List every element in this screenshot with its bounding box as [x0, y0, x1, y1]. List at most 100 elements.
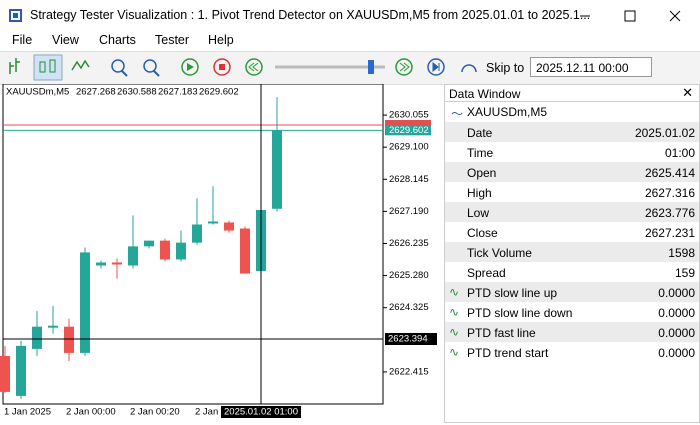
- row-label: Date: [467, 126, 493, 140]
- candle-body: [64, 326, 74, 353]
- y-tick-label: 2625.280: [389, 270, 429, 281]
- window-title: Strategy Tester Visualization : 1. Pivot…: [30, 8, 591, 22]
- chart-symbol: XAUUSDm,M5: [6, 87, 69, 98]
- toolbar-icons[interactable]: [0, 52, 520, 83]
- y-tick-label: 2622.415: [389, 366, 429, 377]
- menu-item[interactable]: Charts: [99, 33, 136, 47]
- bid-label-bg: [385, 125, 431, 136]
- menu-item[interactable]: File: [12, 33, 33, 47]
- crosshair-time-bg: [221, 406, 301, 418]
- data-row: ∿ PTD slow line up 0.0000: [445, 282, 699, 302]
- app-icon: [9, 9, 22, 22]
- row-label: PTD trend start: [467, 346, 549, 360]
- data-row: Time 01:00: [445, 142, 699, 162]
- y-tick-label: 2627.190: [389, 206, 429, 217]
- candle-body: [176, 242, 186, 260]
- x-tick-label: 1 Jan 2025: [4, 407, 51, 418]
- data-row: Close 2627.231: [445, 222, 699, 242]
- skip-label: Skip to: [486, 61, 525, 75]
- row-label: Time: [467, 146, 494, 160]
- candle-body: [160, 240, 170, 260]
- row-value: 01:00: [664, 146, 695, 160]
- menu-bar: File View Charts Tester Help: [0, 30, 700, 50]
- header-open: 2627.268: [76, 87, 116, 98]
- data-row: Low 2623.776: [445, 202, 699, 222]
- data-row: Spread 159: [445, 262, 699, 282]
- row-label: Close: [467, 226, 498, 240]
- row-value: 159: [674, 266, 695, 280]
- title-bar: Strategy Tester Visualization : 1. Pivot…: [0, 0, 700, 32]
- y-tick-label: 2630.055: [389, 110, 429, 121]
- candle-body: [224, 222, 234, 231]
- menu-item[interactable]: Tester: [155, 33, 190, 47]
- data-row: Open 2625.414: [445, 162, 699, 182]
- y-tick-label: 2629.100: [389, 142, 429, 153]
- y-tick-label: 2626.235: [389, 238, 429, 249]
- x-tick-label: 2 Jan 00:40: [195, 407, 245, 418]
- data-row: Tick Volume 1598: [445, 242, 699, 262]
- crosshair-price: 2623.394: [388, 334, 428, 345]
- candle-body: [192, 224, 202, 243]
- close-button[interactable]: ✕: [682, 85, 693, 100]
- indicator-icon: ∿: [449, 285, 460, 299]
- row-value: 0.0000: [658, 346, 695, 360]
- x-tick-label: 2 Jan 00:20: [130, 407, 180, 418]
- candle-body: [272, 130, 282, 209]
- candle-body: [80, 252, 90, 353]
- candle-body: [208, 221, 218, 224]
- row-label: Open: [467, 166, 497, 180]
- symbol: XAUUSDm,M5: [467, 105, 548, 119]
- indicator-icon: ∿: [449, 345, 460, 359]
- x-tick-label: 2 Jan 00:00: [66, 407, 116, 418]
- data-window: Data Window ✕ 〜 XAUUSDm,M5 Date 2025.01.0…: [444, 84, 700, 423]
- header-high: 2630.588: [117, 87, 157, 98]
- data-row: ∿ PTD fast line 0.0000: [445, 322, 699, 342]
- candle-body: [112, 262, 122, 265]
- candle-body: [16, 345, 26, 396]
- indicator-icon: ∿: [449, 325, 460, 339]
- candle-body: [96, 262, 106, 266]
- row-label: High: [467, 186, 492, 200]
- symbol-icon: 〜: [451, 107, 464, 121]
- panel-title: Data Window: [449, 87, 521, 101]
- menu-item[interactable]: View: [52, 33, 79, 47]
- window-controls[interactable]: [575, 8, 690, 24]
- data-row: Date 2025.01.02: [445, 122, 699, 142]
- candle-body: [240, 228, 250, 274]
- data-row: High 2627.316: [445, 182, 699, 202]
- plot-frame: [2, 84, 384, 405]
- data-row: ∿ PTD trend start 0.0000: [445, 342, 699, 362]
- row-label: Tick Volume: [467, 246, 532, 260]
- header-low: 2627.183: [158, 87, 198, 98]
- menu-item[interactable]: Help: [208, 33, 234, 47]
- chart: XAUUSDm,M5 2630.055 2629.100 2628.145 2627.…: [0, 84, 437, 418]
- row-label: PTD slow line up: [467, 286, 558, 300]
- y-tick-label: 2628.145: [389, 174, 429, 185]
- crosshair-price-bg: [385, 332, 437, 345]
- row-value: 2627.231: [644, 226, 695, 240]
- candle-body: [128, 246, 138, 266]
- data-row: ∿ PTD slow line down 0.0000: [445, 302, 699, 322]
- row-value: 0.0000: [658, 286, 695, 300]
- candle-body: [32, 326, 42, 349]
- row-label: Low: [467, 206, 490, 220]
- row-value: 2627.316: [644, 186, 695, 200]
- y-tick-label: 2624.325: [389, 302, 429, 313]
- indicator-icon: ∿: [449, 305, 460, 319]
- row-label: PTD slow line down: [467, 306, 573, 320]
- candle-body: [144, 240, 154, 247]
- row-value: 0.0000: [658, 326, 695, 340]
- bid-label: 2629.602: [389, 125, 429, 136]
- row-value: 2623.776: [644, 206, 695, 220]
- row-value: 2625.414: [644, 166, 695, 180]
- row-value: 2025.01.02: [634, 126, 695, 140]
- skip-date-input[interactable]: 2025.12.11 00:00: [530, 57, 652, 77]
- row-label: PTD fast line: [467, 326, 536, 340]
- ask-label-bg: [385, 120, 431, 131]
- candle-body: [0, 355, 10, 392]
- row-label: Spread: [467, 266, 506, 280]
- skip-date: 2025.12.11 00:00: [536, 61, 629, 75]
- row-value: 0.0000: [658, 306, 695, 320]
- row-value: 1598: [668, 246, 695, 260]
